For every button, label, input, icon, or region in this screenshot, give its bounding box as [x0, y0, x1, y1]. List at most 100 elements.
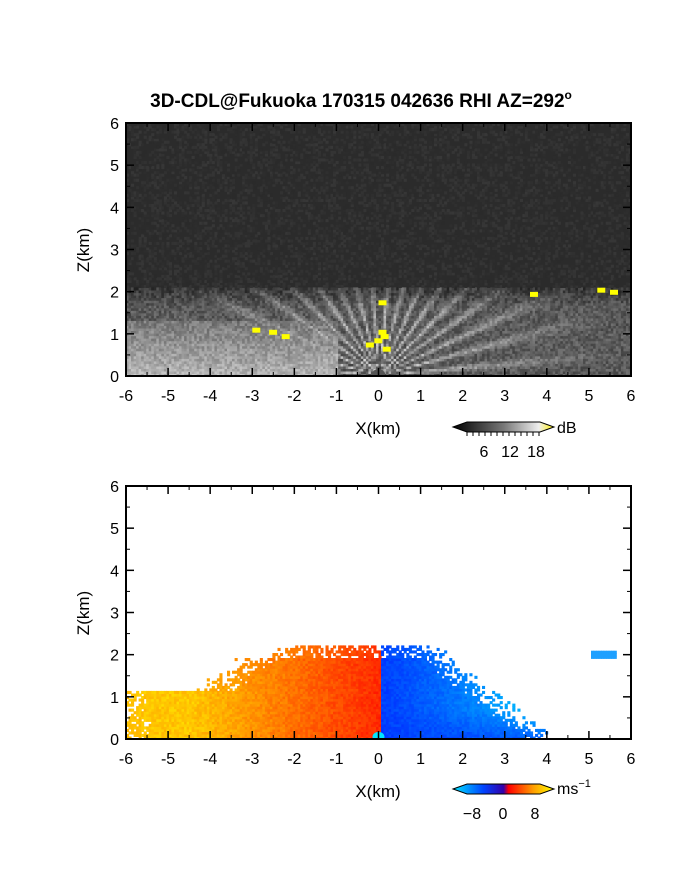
reflectivity-cell — [550, 363, 554, 367]
reflectivity-cell — [126, 363, 130, 367]
reflectivity-cell — [446, 370, 450, 374]
reflectivity-cell — [517, 353, 521, 357]
reflectivity-cell — [131, 353, 135, 357]
reflectivity-cell — [201, 350, 205, 354]
reflectivity-cell — [441, 370, 445, 374]
reflectivity-cell — [540, 370, 544, 374]
reflectivity-cell — [184, 363, 188, 367]
reflectivity-cell — [191, 373, 195, 376]
reflectivity-cell — [560, 353, 564, 357]
reflectivity-cell — [502, 373, 506, 376]
reflectivity-cell — [365, 370, 369, 374]
reflectivity-cell — [244, 348, 248, 352]
reflectivity-cell — [530, 373, 534, 376]
reflectivity-cell — [267, 355, 271, 359]
reflectivity-cell — [348, 350, 352, 354]
reflectivity-cell — [487, 355, 491, 359]
reflectivity-cell — [194, 363, 198, 367]
reflectivity-cell — [239, 368, 243, 372]
reflectivity-cell — [275, 348, 279, 352]
reflectivity-cell — [333, 348, 337, 352]
reflectivity-cell — [504, 370, 508, 374]
reflectivity-cell — [211, 358, 215, 362]
reflectivity-cell — [320, 350, 324, 354]
reflectivity-cell — [535, 350, 539, 354]
reflectivity-cell — [297, 363, 301, 367]
reflectivity-cell — [560, 350, 564, 354]
reflectivity-cell — [148, 360, 152, 364]
reflectivity-cell — [355, 355, 359, 359]
reflectivity-cell — [163, 368, 167, 372]
reflectivity-cell — [307, 345, 311, 349]
reflectivity-cell — [545, 358, 549, 362]
reflectivity-cell — [421, 355, 425, 359]
reflectivity-cell — [174, 355, 178, 359]
reflectivity-cell — [128, 360, 132, 364]
reflectivity-cell — [156, 345, 160, 349]
reflectivity-cell — [199, 365, 203, 369]
reflectivity-cell — [451, 368, 455, 372]
reflectivity-cell — [221, 373, 225, 376]
reflectivity-cell — [189, 373, 193, 376]
reflectivity-cell — [575, 365, 579, 369]
reflectivity-cell — [216, 345, 220, 349]
reflectivity-cell — [161, 358, 165, 362]
reflectivity-cell — [290, 365, 294, 369]
reflectivity-cell — [328, 353, 332, 357]
reflectivity-cell — [176, 365, 180, 369]
reflectivity-cell — [423, 348, 427, 352]
reflectivity-cell — [482, 348, 486, 352]
reflectivity-cell — [391, 368, 395, 372]
reflectivity-cell — [588, 355, 592, 359]
reflectivity-cell — [527, 370, 531, 374]
reflectivity-cell — [595, 363, 599, 367]
reflectivity-cell — [216, 355, 220, 359]
reflectivity-cell — [545, 363, 549, 367]
reflectivity-cell — [214, 365, 218, 369]
reflectivity-cell — [186, 350, 190, 354]
reflectivity-cell — [131, 358, 135, 362]
reflectivity-cell — [532, 360, 536, 364]
reflectivity-cell — [446, 353, 450, 357]
reflectivity-cell — [191, 355, 195, 359]
reflectivity-cell — [583, 363, 587, 367]
reflectivity-cell — [575, 370, 579, 374]
reflectivity-cell — [146, 350, 150, 354]
reflectivity-cell — [360, 353, 364, 357]
reflectivity-cell — [262, 355, 266, 359]
reflectivity-cell — [171, 370, 175, 374]
reflectivity-cell — [131, 370, 135, 374]
reflectivity-cell — [227, 355, 231, 359]
reflectivity-cell — [161, 373, 165, 376]
reflectivity-cell — [572, 360, 576, 364]
reflectivity-cell — [618, 358, 622, 362]
reflectivity-cell — [522, 363, 526, 367]
reflectivity-cell — [272, 345, 276, 349]
reflectivity-cell — [595, 348, 599, 352]
reflectivity-cell — [287, 350, 291, 354]
reflectivity-cell — [393, 350, 397, 354]
reflectivity-cell — [166, 350, 170, 354]
reflectivity-cell — [557, 350, 561, 354]
reflectivity-cell — [206, 345, 210, 349]
reflectivity-cell — [221, 353, 225, 357]
reflectivity-cell — [620, 370, 624, 374]
reflectivity-cell — [158, 350, 162, 354]
reflectivity-cell — [610, 365, 614, 369]
reflectivity-cell — [406, 353, 410, 357]
reflectivity-cell — [269, 350, 273, 354]
reflectivity-cell — [168, 355, 172, 359]
reflectivity-cell — [588, 358, 592, 362]
reflectivity-cell — [441, 358, 445, 362]
reflectivity-cell — [408, 370, 412, 374]
reflectivity-cell — [585, 348, 589, 352]
reflectivity-cell — [174, 358, 178, 362]
reflectivity-cell — [565, 348, 569, 352]
reflectivity-cell — [545, 360, 549, 364]
reflectivity-cell — [524, 360, 528, 364]
reflectivity-cell — [239, 370, 243, 374]
reflectivity-cell — [547, 358, 551, 362]
reflectivity-cell — [151, 370, 155, 374]
reflectivity-cell — [421, 365, 425, 369]
reflectivity-cell — [426, 350, 430, 354]
